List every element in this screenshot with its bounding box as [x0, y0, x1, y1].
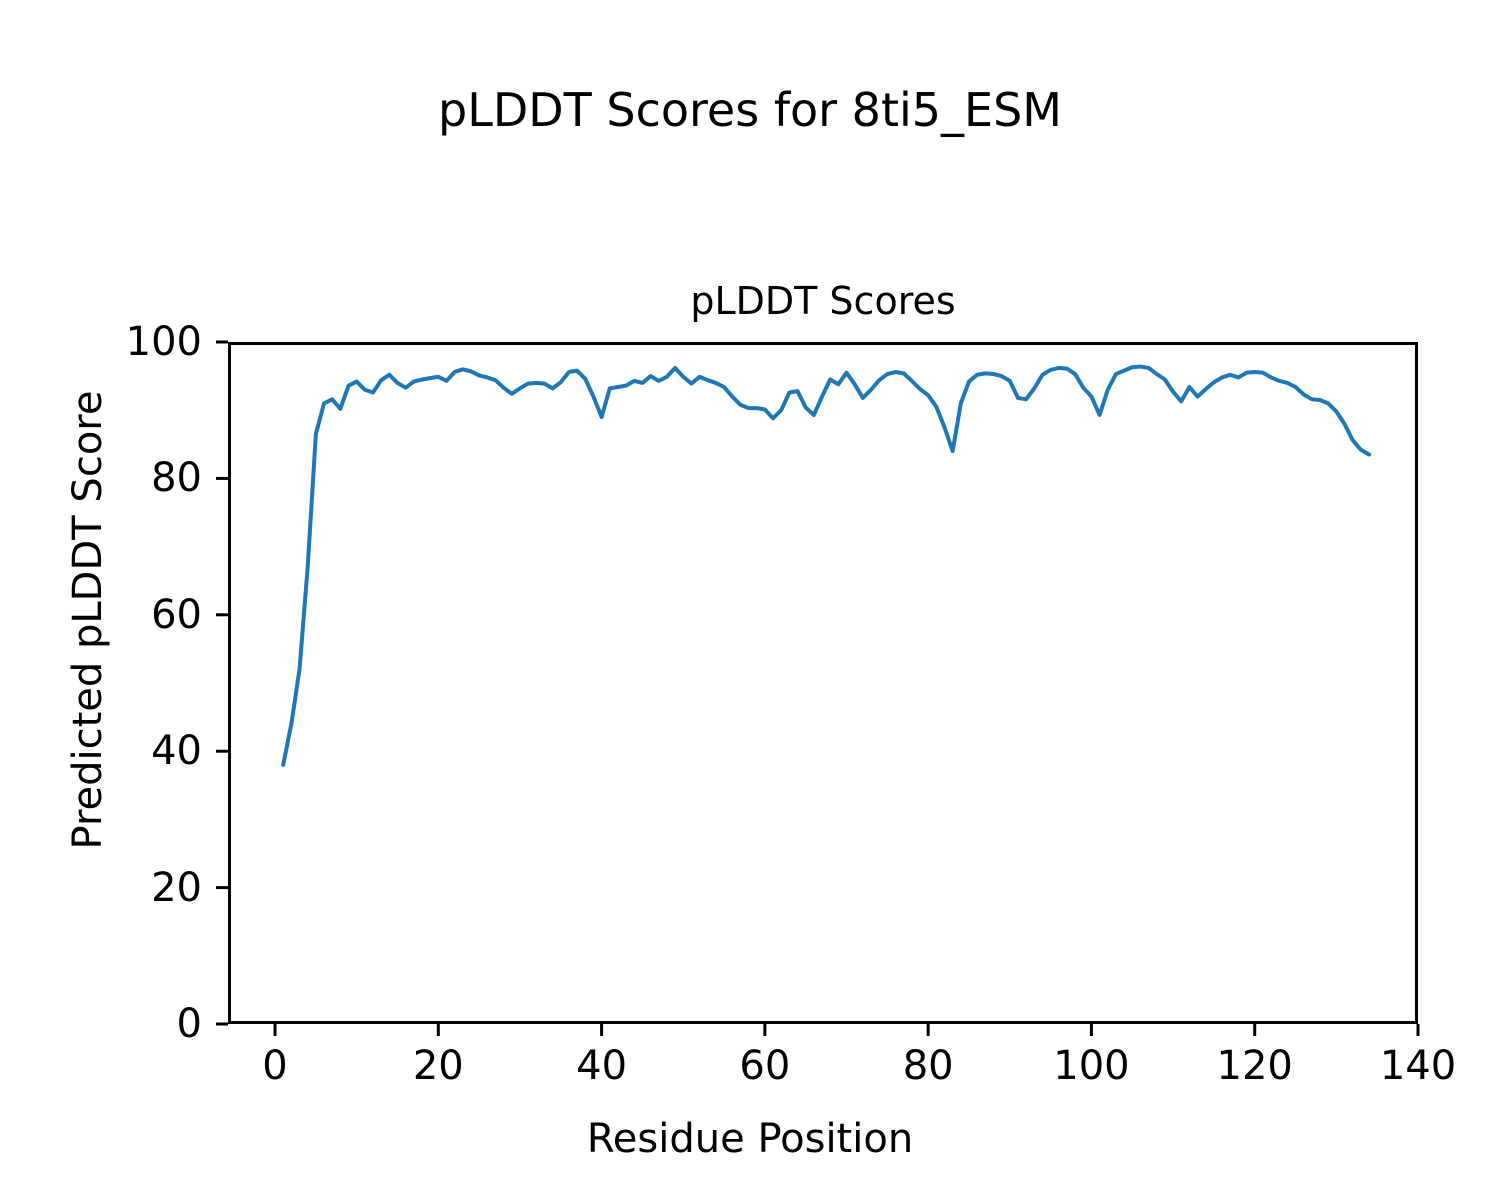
axes-title: pLDDT Scores: [690, 279, 956, 323]
plot-area: [216, 340, 1420, 1036]
plddt-line-series: [281, 364, 1372, 767]
x-tick-label: 40: [576, 1043, 628, 1089]
y-tick-label: 60: [151, 591, 202, 638]
x-tick-label: 140: [1379, 1043, 1457, 1089]
line-chart-svg: [216, 340, 1420, 1036]
y-tick-label: 100: [125, 319, 202, 365]
y-tick-label: 20: [151, 864, 202, 911]
x-tick-label: 100: [1053, 1043, 1130, 1089]
x-tick-label: 120: [1216, 1043, 1293, 1089]
y-tick-label: 0: [176, 1001, 202, 1047]
y-tick-label: 40: [151, 728, 202, 775]
axes-spines: [228, 342, 1418, 1024]
x-tick-label: 80: [902, 1043, 954, 1089]
figure-suptitle: pLDDT Scores for 8ti5_ESM: [438, 83, 1062, 137]
x-tick-label: 0: [262, 1043, 288, 1089]
y-axis-label: Predicted pLDDT Score: [65, 390, 111, 850]
x-axis-label: Residue Position: [586, 1116, 914, 1162]
x-tick-label: 60: [739, 1043, 791, 1089]
x-tick-label: 20: [412, 1043, 464, 1089]
y-tick-label: 80: [151, 455, 202, 502]
